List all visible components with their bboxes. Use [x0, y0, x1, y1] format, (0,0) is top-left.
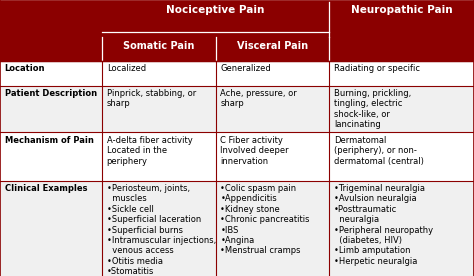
Text: Mechanism of Pain: Mechanism of Pain: [5, 136, 93, 145]
Bar: [216, 37, 329, 61]
Text: A-delta fiber activity
Located in the
periphery: A-delta fiber activity Located in the pe…: [107, 136, 192, 166]
Bar: [329, 61, 474, 86]
Bar: [329, 37, 474, 61]
Text: •Colic spasm pain
•Appendicitis
•Kidney stone
•Chronic pancreatitis
•IBS
•Angina: •Colic spasm pain •Appendicitis •Kidney …: [220, 184, 310, 256]
Bar: [102, 61, 216, 86]
Text: Pinprick, stabbing, or
sharp: Pinprick, stabbing, or sharp: [107, 89, 196, 108]
Bar: [0, 37, 102, 61]
Bar: [102, 1, 329, 37]
Bar: [0, 61, 102, 86]
Bar: [0, 86, 102, 132]
Bar: [329, 86, 474, 132]
Bar: [102, 181, 216, 276]
Bar: [0, 181, 102, 276]
Text: Visceral Pain: Visceral Pain: [237, 41, 308, 51]
Text: Patient Description: Patient Description: [5, 89, 97, 98]
Text: •Trigeminal neuralgia
•Avulsion neuralgia
•Posttraumatic
  neuralgia
•Peripheral: •Trigeminal neuralgia •Avulsion neuralgi…: [334, 184, 433, 266]
Bar: [216, 61, 329, 86]
Text: Burning, prickling,
tingling, electric
shock-like, or
lancinating: Burning, prickling, tingling, electric s…: [334, 89, 411, 129]
Text: Somatic Pain: Somatic Pain: [123, 41, 194, 51]
Text: Localized: Localized: [107, 64, 146, 73]
Text: Clinical Examples: Clinical Examples: [5, 184, 87, 193]
Bar: [329, 132, 474, 181]
Text: C Fiber activity
Involved deeper
innervation: C Fiber activity Involved deeper innerva…: [220, 136, 289, 166]
Bar: [0, 132, 102, 181]
Bar: [102, 37, 216, 61]
Text: Radiating or specific: Radiating or specific: [334, 64, 420, 73]
Text: Location: Location: [5, 64, 45, 73]
Text: •Periosteum, joints,
  muscles
•Sickle cell
•Superficial laceration
•Superficial: •Periosteum, joints, muscles •Sickle cel…: [107, 184, 216, 276]
Bar: [329, 1, 474, 37]
Text: Nociceptive Pain: Nociceptive Pain: [166, 5, 265, 15]
Text: Dermatomal
(periphery), or non-
dermatomal (central): Dermatomal (periphery), or non- dermatom…: [334, 136, 424, 166]
Text: Ache, pressure, or
sharp: Ache, pressure, or sharp: [220, 89, 297, 108]
Bar: [216, 132, 329, 181]
Bar: [216, 86, 329, 132]
Text: Neuropathic Pain: Neuropathic Pain: [351, 5, 453, 15]
Text: Generalized: Generalized: [220, 64, 271, 73]
Bar: [216, 181, 329, 276]
Bar: [329, 181, 474, 276]
Bar: [0, 1, 102, 37]
Bar: [102, 86, 216, 132]
Bar: [102, 132, 216, 181]
